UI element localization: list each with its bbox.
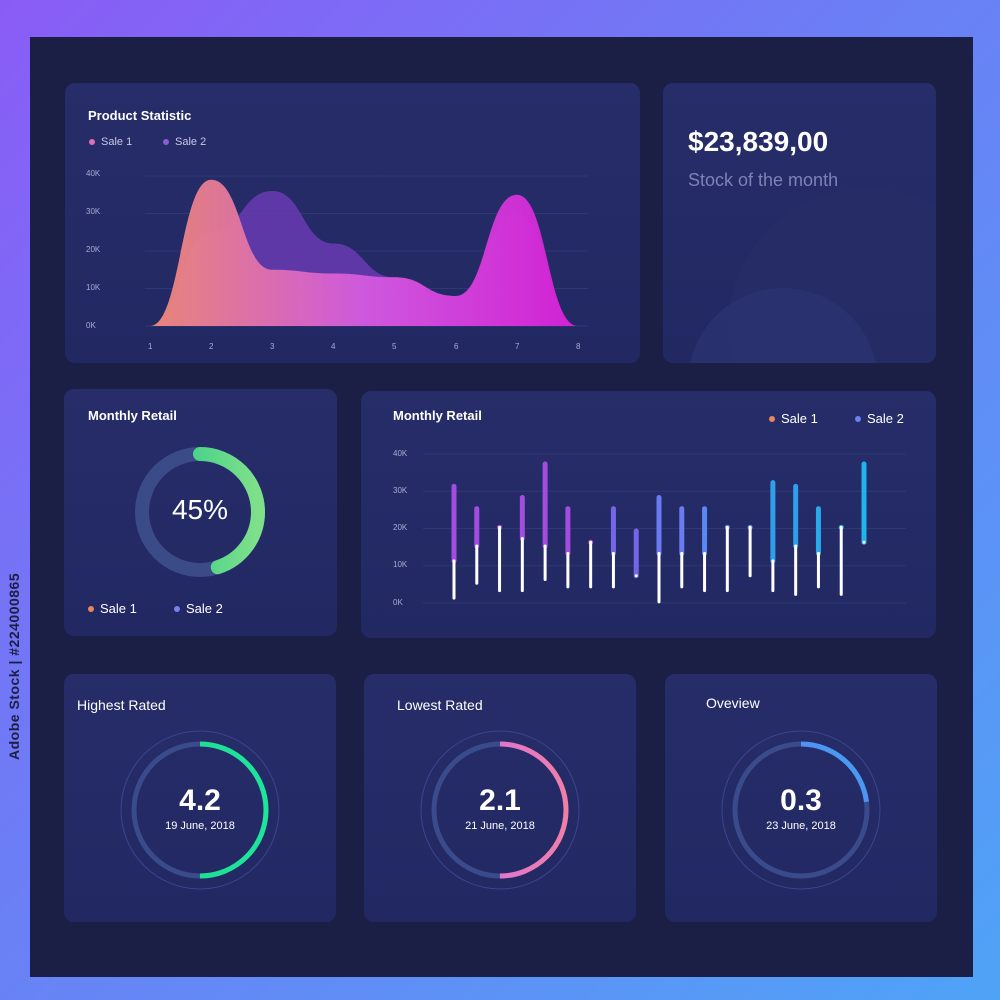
outer-ring (420, 730, 580, 890)
legend-sale-2[interactable]: Sale 2 (855, 411, 904, 426)
product-statistic-chart (145, 175, 588, 327)
y-tick-label: 0K (393, 598, 403, 607)
donut-percent: 45% (171, 494, 229, 525)
stock-id-watermark: Adobe Stock | #224000865 (6, 572, 22, 760)
overview-center: 0.3 23 June, 2018 (721, 784, 881, 832)
x-tick-label: 5 (392, 342, 397, 351)
lowest-rated-center: 2.1 21 June, 2018 (420, 784, 580, 832)
stock-label: Stock of the month (688, 170, 839, 190)
monthly-retail-title: Monthly Retail (88, 408, 177, 423)
rating-date: 21 June, 2018 (465, 820, 535, 832)
legend-label: Sale 2 (175, 136, 207, 148)
legend-dot-icon (163, 139, 169, 145)
ring-progress-arc (131, 741, 269, 879)
lowest-rated-card: Lowest Rated 2.1 21 June, 2018 (364, 674, 636, 922)
y-tick-label: 40K (393, 449, 408, 458)
legend-label: Sale 2 (867, 411, 904, 426)
legend-sale-1[interactable]: Sale 1 (769, 411, 818, 426)
decorative-circle-shape (690, 188, 936, 363)
legend-dot-icon (855, 415, 861, 422)
lowest-rated-title: Lowest Rated (397, 697, 483, 713)
legend-label: Sale 2 (186, 601, 223, 616)
y-tick-label: 0K (86, 321, 96, 330)
x-tick-label: 6 (454, 342, 459, 351)
monthly-retail-bar-card: Monthly Retail Sale 1 Sale 2 40K 30K 20K… (361, 391, 936, 638)
y-tick-label: 20K (86, 245, 101, 254)
legend-sale-1[interactable]: Sale 1 (88, 601, 137, 616)
donut-chart (135, 447, 265, 577)
overview-card: Oveview 0.3 23 June, 2018 (665, 674, 937, 922)
product-statistic-title: Product Statistic (88, 108, 192, 123)
x-tick-label: 3 (270, 342, 275, 351)
highest-rated-center: 4.2 19 June, 2018 (120, 784, 280, 832)
y-tick-label: 30K (86, 207, 101, 216)
legend-sale-1[interactable]: Sale 1 (89, 136, 132, 148)
monthly-retail-bar-chart (423, 453, 906, 604)
legend-dot-icon (89, 139, 95, 145)
x-tick-label: 2 (209, 342, 214, 351)
rating-value: 4.2 (179, 784, 221, 817)
highest-rated-title: Highest Rated (77, 697, 166, 713)
monthly-retail-bar-title: Monthly Retail (393, 408, 482, 423)
monthly-retail-donut-card: Monthly Retail 45% Sale 1 Sale 2 (64, 389, 337, 636)
legend-label: Sale 1 (100, 601, 137, 616)
legend-dot-icon (88, 605, 94, 612)
highest-rated-card: Highest Rated 4.2 19 June, 2018 (64, 674, 336, 922)
legend-dot-icon (769, 415, 775, 422)
outer-ring (721, 730, 881, 890)
y-tick-label: 20K (393, 523, 408, 532)
rating-value: 0.3 (780, 784, 822, 817)
stock-of-month-card: $23,839,00 Stock of the month (663, 83, 936, 363)
rating-date: 19 June, 2018 (165, 820, 235, 832)
overview-ring (721, 730, 881, 890)
legend-label: Sale 1 (101, 136, 133, 148)
ring-progress-arc (732, 741, 870, 879)
overview-title: Oveview (706, 695, 760, 711)
product-statistic-card: Product Statistic Sale 1 Sale 2 40K 30K … (65, 83, 640, 363)
legend-sale-2[interactable]: Sale 2 (163, 136, 206, 148)
stock-amount: $23,839,00 (688, 126, 829, 157)
legend-dot-icon (174, 605, 180, 612)
x-tick-label: 1 (148, 342, 153, 351)
y-tick-label: 10K (393, 560, 408, 569)
legend-sale-2[interactable]: Sale 2 (174, 601, 223, 616)
outer-ring (120, 730, 280, 890)
dashboard-frame: Product Statistic Sale 1 Sale 2 40K 30K … (30, 37, 973, 977)
area-series-sale-1 (150, 179, 578, 326)
donut-progress-arc (135, 447, 265, 577)
legend-label: Sale 1 (781, 411, 818, 426)
y-tick-label: 40K (86, 169, 101, 178)
x-tick-label: 4 (331, 342, 336, 351)
rating-value: 2.1 (479, 784, 521, 817)
y-tick-label: 30K (393, 486, 408, 495)
y-tick-label: 10K (86, 283, 101, 292)
lowest-rated-ring (420, 730, 580, 890)
highest-rated-ring (120, 730, 280, 890)
rating-date: 23 June, 2018 (766, 820, 836, 832)
ring-progress-arc (431, 741, 569, 879)
x-tick-label: 8 (576, 342, 581, 351)
x-tick-label: 7 (515, 342, 520, 351)
